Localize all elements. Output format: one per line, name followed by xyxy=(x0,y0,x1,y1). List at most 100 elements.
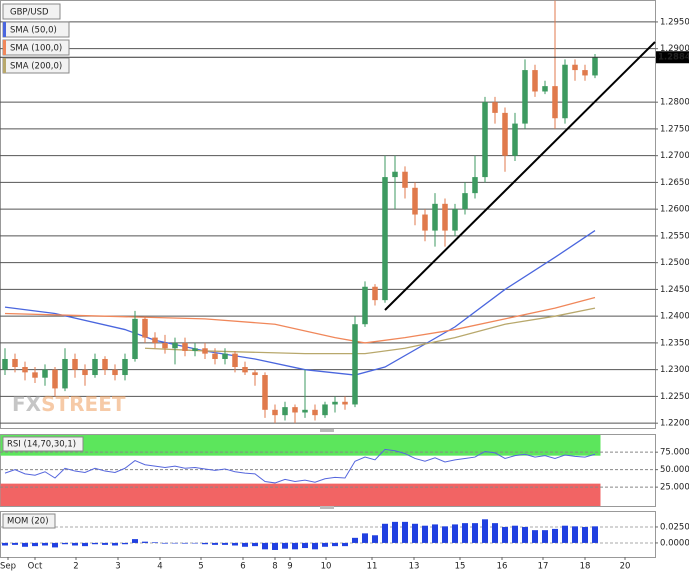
y-tick-label: 1.2350 xyxy=(660,338,689,348)
y-tick-label: 1.2450 xyxy=(660,285,689,295)
x-tick-label: 13 xyxy=(409,562,420,572)
candle-body xyxy=(342,401,348,405)
candle-body xyxy=(162,342,168,349)
mom-bar xyxy=(232,542,238,546)
candle-body xyxy=(382,177,388,301)
panel-handle[interactable] xyxy=(320,429,334,432)
x-tick-label: 16 xyxy=(497,562,508,572)
panel-handle[interactable] xyxy=(320,506,334,509)
y-tick-label: 1.2600 xyxy=(660,205,689,215)
y-tick-label: 1.2200 xyxy=(660,419,689,429)
candle-body xyxy=(482,102,488,178)
candle-body xyxy=(592,57,598,76)
last-price-box xyxy=(656,51,689,64)
legend-label: GBP/USD xyxy=(10,8,49,18)
x-tick-label: 9 xyxy=(287,562,292,572)
candle-body xyxy=(302,409,308,413)
mom-bar xyxy=(42,542,48,546)
y-tick-label: 1.2900 xyxy=(660,44,689,54)
watermark: FXSTREET xyxy=(12,392,126,416)
mom-bar xyxy=(582,526,588,543)
legend-swatch xyxy=(3,22,6,37)
x-tick-label: 18 xyxy=(580,562,591,572)
mom-bar xyxy=(372,535,378,543)
candle-body xyxy=(242,367,248,373)
mom-bar xyxy=(12,542,18,545)
mom-bar xyxy=(462,523,468,543)
candle-body xyxy=(372,286,378,301)
legend-label: SMA (200,0) xyxy=(10,62,62,72)
x-tick-label: 3 xyxy=(115,562,120,572)
mom-bar xyxy=(402,521,408,543)
mom-bar xyxy=(2,542,8,546)
y-tick-label: 1.2800 xyxy=(660,98,689,108)
mom-bar xyxy=(192,542,198,544)
mom-bar xyxy=(52,542,58,548)
mom-bar xyxy=(352,537,358,543)
mom-bar xyxy=(562,525,568,543)
x-tick-label: 20 xyxy=(620,562,631,572)
mom-bar xyxy=(142,541,148,543)
mom-bar xyxy=(312,542,318,550)
candle-body xyxy=(412,187,418,215)
candle-body xyxy=(42,369,48,378)
mom-bar xyxy=(572,526,578,543)
mom-bar xyxy=(32,542,38,547)
mom-bar xyxy=(182,542,188,544)
candle-body xyxy=(272,409,278,416)
candle-body xyxy=(222,353,228,359)
candle-body xyxy=(292,407,298,413)
mom-bar xyxy=(442,526,448,543)
mom-bar xyxy=(302,542,308,549)
mom-bar xyxy=(72,542,78,546)
candle-body xyxy=(582,70,588,76)
candle-body xyxy=(572,64,578,71)
mom-bar xyxy=(92,542,98,545)
candle-body xyxy=(552,86,558,119)
overbought-band xyxy=(0,435,601,456)
mom-bar xyxy=(412,523,418,543)
candle-body xyxy=(112,369,118,376)
candle-body xyxy=(132,318,138,359)
panel-title: MOM (20) xyxy=(7,517,49,527)
candle-body xyxy=(512,123,518,156)
mom-bar xyxy=(152,542,158,543)
x-tick-label: 10 xyxy=(321,562,332,572)
candle-body xyxy=(142,318,148,338)
y-tick-label: 0.0250 xyxy=(660,522,689,532)
mom-bar xyxy=(432,524,438,543)
panel-title-box xyxy=(2,436,84,452)
mom-bar xyxy=(262,542,268,550)
candle-body xyxy=(532,70,538,92)
y-tick-label: 1.2500 xyxy=(660,258,689,268)
candle-body xyxy=(32,372,38,378)
candle-body xyxy=(442,203,448,231)
mom-bar xyxy=(362,533,368,543)
candle-body xyxy=(122,358,128,376)
candle-body xyxy=(392,171,398,178)
legend-label: SMA (50,0) xyxy=(10,26,57,36)
candle-body xyxy=(362,286,368,325)
candle-body xyxy=(92,358,98,376)
x-tick-label: 8 xyxy=(272,562,277,572)
y-tick-label: 50.0000 xyxy=(660,465,689,475)
mom-bar xyxy=(292,542,298,550)
mom-bar xyxy=(392,521,398,543)
mom-bar xyxy=(132,539,138,543)
mom-bar xyxy=(592,526,598,543)
candle-body xyxy=(12,358,18,368)
legend-box xyxy=(2,3,61,20)
mom-bar xyxy=(332,542,338,547)
candle-body xyxy=(472,177,478,194)
mom-bar xyxy=(472,523,478,543)
candle-body xyxy=(212,353,218,359)
mom-bar xyxy=(552,528,558,543)
mom-bar xyxy=(272,542,278,550)
candle-body xyxy=(332,401,338,405)
y-tick-label: 1.2750 xyxy=(660,124,689,134)
candle-body xyxy=(52,369,58,389)
mom-bar xyxy=(382,523,388,543)
mom-bar xyxy=(342,542,348,547)
candle-body xyxy=(502,112,508,156)
